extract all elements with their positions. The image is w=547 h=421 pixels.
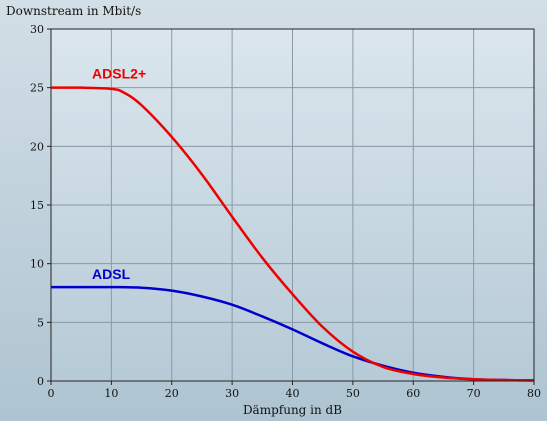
x-tick-label: 10	[104, 387, 118, 400]
y-axis-title: Downstream in Mbit/s	[6, 4, 141, 18]
y-tick-label: 30	[30, 23, 44, 36]
tick-labels: 0 10 20 30 40 50 60 70 80 0 5 10 15 20 25 30	[30, 23, 541, 400]
x-tick-label: 40	[286, 387, 300, 400]
y-tick-label: 25	[30, 82, 44, 95]
x-tick-label: 70	[467, 387, 481, 400]
series-line-adsl2plus	[50, 86, 535, 382]
y-tick-label: 10	[30, 258, 44, 271]
y-tick-label: 5	[37, 316, 44, 329]
x-tick-label: 50	[346, 387, 360, 400]
y-tick-label: 0	[37, 375, 44, 388]
y-tick-label: 20	[30, 140, 44, 153]
y-tick-label: 15	[30, 199, 44, 212]
x-tick-label: 60	[406, 387, 420, 400]
x-tick-label: 80	[527, 387, 541, 400]
series-label-adsl2plus: ADSL2+	[92, 65, 146, 81]
x-tick-label: 20	[165, 387, 179, 400]
series-layer	[50, 86, 535, 382]
series-label-adsl: ADSL	[92, 266, 131, 282]
x-axis-title: Dämpfung in dB	[243, 403, 342, 417]
x-tick-label: 0	[48, 387, 55, 400]
x-tick-label: 30	[225, 387, 239, 400]
